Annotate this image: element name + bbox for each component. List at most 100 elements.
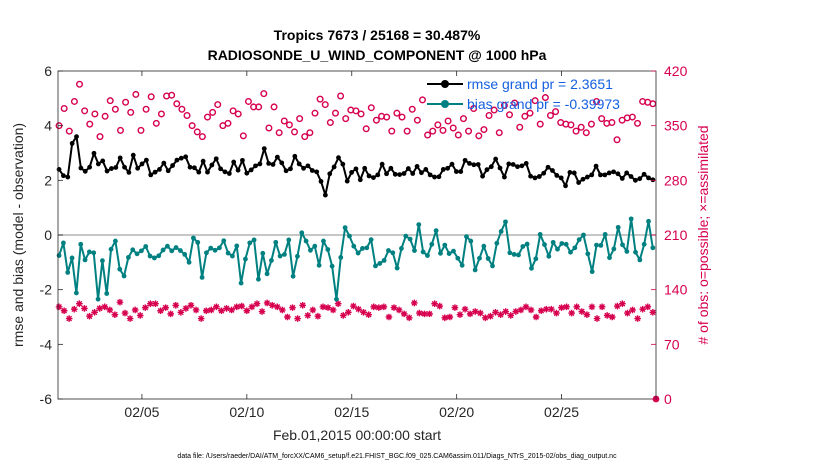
assimilated-point [400, 310, 408, 318]
assimilated-point [588, 303, 596, 311]
assimilated-point [238, 302, 246, 310]
possible-point [127, 108, 135, 116]
possible-point [526, 109, 534, 117]
assimilated-point [553, 309, 560, 317]
bias-point [325, 247, 331, 252]
assimilated-point [172, 301, 180, 309]
rmse-point [274, 154, 280, 160]
assimilated-point [558, 304, 565, 311]
rmse-point [135, 165, 141, 171]
bias-point [572, 245, 578, 251]
rmse-point [646, 175, 651, 181]
bias-point [99, 258, 105, 264]
assimilated-point [258, 308, 266, 315]
rmse-point [235, 167, 241, 173]
rmse-point [161, 160, 167, 166]
x-tick-label: 02/10 [229, 404, 264, 420]
possible-point [157, 110, 165, 118]
possible-point [572, 127, 580, 135]
bias-point [256, 276, 261, 282]
rmse-point [253, 163, 258, 169]
bias-point [377, 261, 383, 266]
assimilated-point [243, 307, 251, 315]
possible-point [122, 98, 130, 106]
assimilated-point [152, 300, 159, 308]
possible-point [582, 129, 590, 137]
assimilated-point [157, 307, 164, 315]
rmse-point [536, 174, 542, 179]
possible-point [173, 100, 181, 108]
bias-point [641, 241, 647, 247]
possible-point [168, 91, 176, 99]
rmse-point [475, 162, 481, 167]
legend-rmse-marker [441, 80, 449, 88]
y-right-tick-label: 280 [664, 172, 688, 188]
rmse-point [240, 157, 245, 163]
rmse-point [523, 160, 529, 166]
rmse-point [336, 155, 341, 161]
possible-markers [55, 80, 660, 403]
chart-title: Tropics 7673 / 25168 = 30.487% [274, 27, 481, 43]
bias-point [364, 245, 370, 251]
rmse-point [519, 163, 525, 169]
y-right-tick-label: 420 [664, 63, 688, 79]
rmse-point [100, 158, 106, 164]
rmse-point [122, 164, 127, 170]
bias-point [147, 253, 153, 259]
assimilated-point [86, 312, 93, 320]
legend-bias-marker [441, 100, 449, 108]
rmse-point [244, 170, 250, 176]
assimilated-point [324, 304, 332, 311]
possible-point [593, 97, 601, 105]
assimilated-point [70, 305, 78, 313]
possible-point [429, 127, 437, 135]
possible-point [511, 99, 519, 107]
rmse-point [650, 177, 656, 183]
rmse-point [493, 156, 499, 162]
assimilated-point [355, 305, 362, 313]
bias-point [615, 224, 621, 230]
bias-point [112, 238, 118, 244]
bias-point [230, 253, 235, 259]
bias-point [568, 249, 573, 255]
rmse-point [471, 162, 477, 168]
possible-point [60, 104, 68, 112]
rmse-point [266, 160, 272, 166]
assimilated-point [248, 303, 256, 311]
rmse-point [432, 174, 437, 180]
possible-point [541, 94, 549, 102]
rmse-point [598, 172, 603, 178]
bias-point [611, 246, 617, 252]
rmse-point [366, 173, 372, 179]
rmse-point [65, 174, 71, 180]
assimilated-point [512, 308, 520, 315]
assimilated-point [598, 303, 606, 311]
assimilated-point [299, 301, 306, 309]
rmse-point [109, 166, 114, 171]
bias-point [204, 250, 209, 256]
rmse-point [183, 154, 189, 160]
possible-point [321, 101, 329, 109]
assimilated-point [532, 313, 540, 321]
possible-point [454, 131, 462, 139]
bias-point [130, 247, 136, 253]
rmse-point [301, 165, 306, 171]
bias-point [407, 236, 413, 242]
possible-point [224, 119, 232, 127]
bias-series [56, 216, 656, 302]
bias-point [633, 249, 638, 255]
bias-point [624, 249, 630, 254]
rmse-point [488, 164, 494, 170]
bias-point [355, 250, 361, 256]
rmse-point [550, 168, 555, 173]
possible-point [500, 101, 508, 109]
bias-point [628, 216, 634, 222]
bias-point [334, 296, 339, 302]
bias-point [191, 235, 196, 241]
rmse-point [56, 167, 62, 172]
x-axis: 02/05 02/10 02/15 02/20 02/25 [124, 71, 579, 420]
possible-point [203, 113, 211, 121]
possible-point [352, 107, 360, 115]
possible-point [265, 124, 273, 132]
possible-point [116, 126, 124, 134]
